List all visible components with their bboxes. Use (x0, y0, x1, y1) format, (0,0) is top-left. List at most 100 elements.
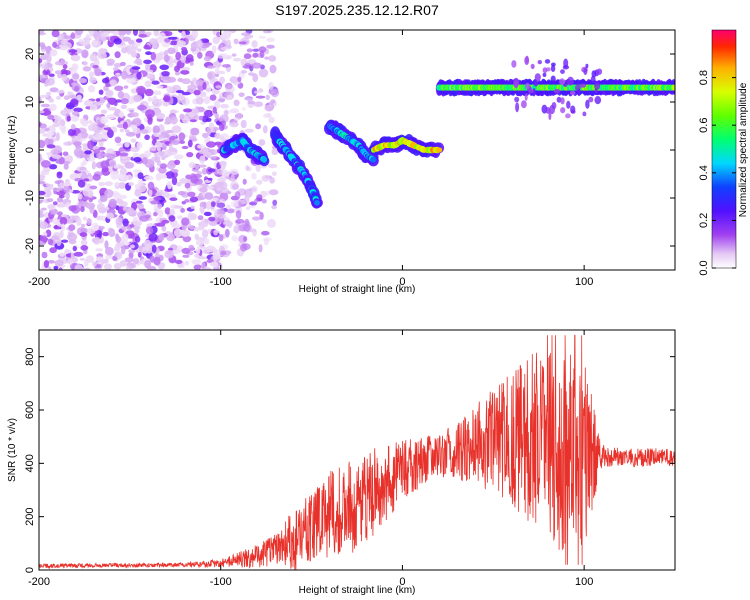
spectrogram-noise-blob (244, 63, 251, 68)
spectrogram-noise-blob (52, 154, 62, 159)
spectrogram-noise-blob (237, 76, 242, 83)
spectrogram-trail-lobe (533, 80, 539, 87)
spectrogram-noise-blob (91, 222, 99, 232)
snr-frame (38, 329, 676, 571)
spectrogram-noise-blob (170, 140, 181, 145)
spectrogram-noise-blob (242, 243, 251, 251)
spectrogram-trail-lobe (566, 100, 571, 109)
spectrogram-trail-lobe (550, 65, 556, 72)
spectrogram-trail-lobe (537, 60, 542, 65)
spectrogram-noise-blob (245, 206, 251, 210)
spectrogram-noise-blob (207, 72, 213, 80)
spectrogram-noise-blob (156, 146, 161, 152)
spectrogram-noise-blob (74, 48, 83, 54)
spectrogram-noise-blob (73, 107, 83, 113)
spectrogram-noise-blob (244, 128, 254, 133)
spectrogram-noise-blob (127, 262, 137, 269)
spectrogram-noise-blob (80, 206, 85, 213)
spectrogram-noise-blob (121, 233, 129, 243)
spectrogram-noise-blob (83, 178, 90, 182)
spectrogram-noise-blob (130, 146, 140, 153)
spectrogram-noise-blob (80, 227, 88, 234)
colorbar-tick-label: 0.0 (698, 260, 710, 275)
spectrogram-noise-blob (233, 99, 240, 107)
spectrogram-noise-blob (193, 264, 202, 270)
spectrogram-noise-blob (113, 38, 122, 45)
spectrogram-noise-blob (129, 45, 139, 52)
spectrogram-noise-blob (269, 64, 277, 74)
spectrogram-noise-blob (180, 228, 189, 237)
spectrogram-noise-blob (252, 229, 257, 237)
spectrogram-trail-lobe (570, 105, 576, 114)
spectrogram-noise-blob (148, 233, 158, 242)
spectrogram-noise-blob (61, 223, 66, 232)
spectrogram-noise-blob (114, 85, 124, 92)
spectrogram-noise-blob (188, 112, 195, 118)
spectrogram-noise-blob (129, 224, 135, 228)
spectrogram-noise-blob (130, 88, 138, 94)
spectrogram-noise-blob (143, 150, 152, 158)
spectrogram-noise-blob (269, 177, 275, 184)
spectrogram-noise-blob (109, 79, 117, 87)
spectrogram-noise-blob (252, 73, 259, 83)
spectrogram-noise-blob (172, 222, 180, 229)
spectrogram-noise-blob (120, 246, 126, 255)
spectrogram-noise-blob (89, 30, 94, 38)
spectrogram-noise-blob (199, 155, 206, 164)
spectrogram-noise-blob (103, 85, 109, 92)
spectrogram-y-tick-label: 0 (24, 147, 36, 153)
spectrogram-noise-blob (61, 73, 68, 82)
spectrogram-noise-blob (180, 207, 186, 213)
spectrogram-y-label: Frequency (Hz) (7, 116, 18, 185)
spectrogram-noise-blob (221, 120, 226, 126)
spectrogram-noise-blob (39, 153, 42, 162)
spectrogram-echo-core (261, 156, 268, 163)
spectrogram-noise-blob (185, 174, 192, 180)
spectrogram-noise-blob (107, 97, 115, 103)
spectrogram-noise-blob (80, 40, 86, 45)
spectrogram-noise-blob (74, 86, 80, 92)
spectrogram-noise-blob (176, 181, 182, 187)
spectrogram-noise-blob (133, 156, 142, 163)
spectrogram-noise-blob (161, 225, 167, 232)
spectrogram-noise-blob (42, 69, 51, 76)
spectrogram-noise-blob (112, 67, 119, 71)
spectrogram-trail-lobe (544, 59, 551, 64)
spectrogram-noise-blob (197, 215, 204, 221)
spectrogram-noise-blob (121, 70, 128, 80)
colorbar-tick-label: 0.2 (698, 213, 710, 228)
spectrogram-noise-blob (181, 217, 190, 226)
spectrogram-noise-blob (203, 211, 212, 217)
spectrogram-noise-blob (147, 181, 155, 191)
spectrogram-noise-blob (76, 217, 82, 227)
spectrogram-noise-blob (53, 225, 59, 230)
spectrogram-noise-blob (174, 65, 180, 73)
spectrogram-noise-blob (216, 70, 226, 75)
spectrogram-noise-blob (93, 102, 104, 106)
spectrogram-noise-blob (124, 161, 135, 169)
snr-x-label: Height of straight line (km) (299, 585, 416, 596)
spectrogram-noise-blob (180, 69, 190, 75)
spectrogram-noise-blob (133, 220, 142, 227)
spectrogram-noise-blob (259, 211, 264, 220)
spectrogram-noise-blob (199, 206, 205, 213)
spectrogram-trail-lobe (562, 65, 570, 70)
spectrogram-noise-blob (226, 208, 235, 214)
spectrogram-noise-blob (126, 75, 134, 79)
spectrogram-noise-blob (71, 82, 78, 86)
spectrogram-noise-blob (53, 265, 59, 270)
spectrogram-noise-blob (164, 250, 174, 259)
spectrogram-noise-blob (78, 78, 88, 84)
spectrogram-noise-blob (82, 66, 92, 72)
spectrogram-noise-blob (221, 33, 231, 41)
spectrogram-noise-blob (41, 235, 48, 243)
spectrogram-noise-blob (52, 201, 58, 206)
spectrogram-noise-blob (203, 267, 212, 270)
spectrogram-noise-blob (66, 115, 71, 122)
spectrogram-noise-blob (169, 40, 178, 46)
spectrogram-noise-blob (271, 205, 277, 210)
spectrogram-trail-lobe (528, 88, 534, 94)
spectrogram-noise-blob (212, 106, 217, 114)
spectrogram-trail-lobe (525, 82, 530, 90)
